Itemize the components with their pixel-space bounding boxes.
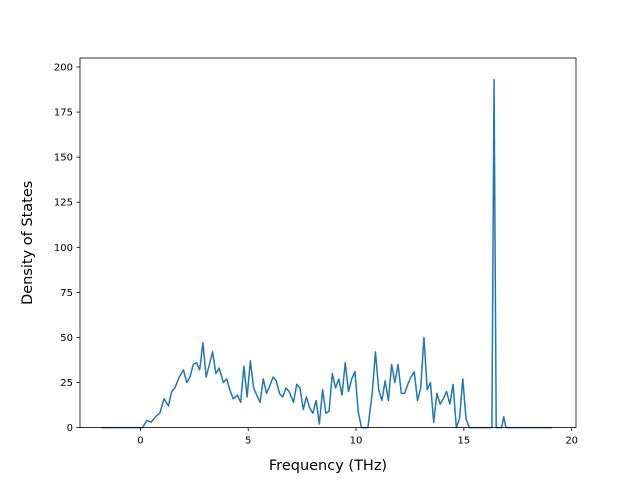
y-tick-label: 0 xyxy=(67,423,73,434)
y-tick-label: 175 xyxy=(54,108,73,119)
y-tick-label: 75 xyxy=(60,288,73,299)
x-tick-label: 15 xyxy=(457,436,470,447)
x-tick-label: 10 xyxy=(350,436,363,447)
plot-area xyxy=(101,78,553,429)
x-axis-ticks: 0 5 10 15 20 xyxy=(137,427,578,447)
y-tick-label: 150 xyxy=(54,153,73,164)
x-tick-label: 20 xyxy=(565,436,578,447)
y-axis-ticks: 0 25 50 75 100 125 150 175 200 xyxy=(54,63,80,434)
y-tick-label: 25 xyxy=(60,378,73,389)
x-axis-label: Frequency (THz) xyxy=(269,458,387,474)
y-axis-label: Density of States xyxy=(20,181,36,305)
density-of-states-line xyxy=(101,78,553,429)
y-tick-label: 100 xyxy=(54,243,73,254)
y-tick-label: 50 xyxy=(60,333,73,344)
y-tick-label: 200 xyxy=(54,63,73,74)
axes-frame xyxy=(79,57,577,429)
y-tick-label: 125 xyxy=(54,198,73,209)
x-tick-label: 5 xyxy=(245,436,251,447)
x-tick-label: 0 xyxy=(137,436,143,447)
